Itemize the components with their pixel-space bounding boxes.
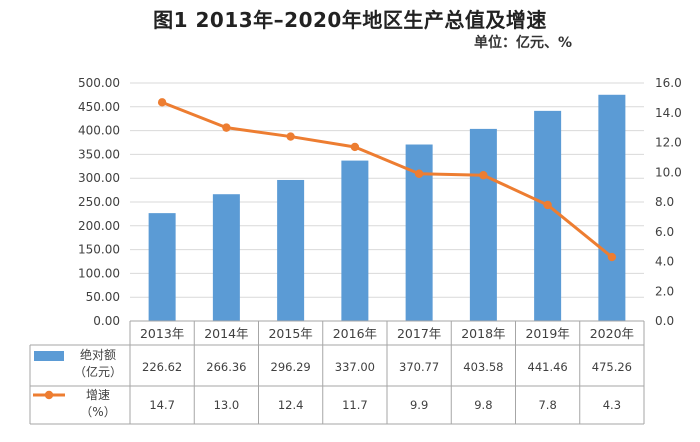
growth-point bbox=[350, 142, 360, 152]
growth-point bbox=[543, 200, 552, 210]
bar-value-cell: 296.29 bbox=[271, 360, 311, 374]
bar-value-cell: 226.62 bbox=[142, 360, 182, 374]
bar bbox=[469, 128, 497, 321]
growth-value-cell: 9.9 bbox=[410, 398, 428, 412]
bar-value-cell: 337.00 bbox=[335, 360, 375, 374]
bar-value-cell: 475.26 bbox=[592, 360, 632, 374]
growth-value-cell: 14.7 bbox=[149, 398, 175, 412]
growth-point bbox=[479, 171, 488, 180]
y-left-tick-label: 200.00 bbox=[78, 219, 120, 233]
y-right-tick-label: 6.0 bbox=[655, 225, 674, 239]
x-tick-label: 2013年 bbox=[140, 326, 184, 341]
bar bbox=[341, 160, 369, 321]
growth-point bbox=[286, 132, 295, 141]
y-left-tick-label: 350.00 bbox=[78, 147, 120, 161]
bar-value-cell: 266.36 bbox=[206, 360, 246, 374]
x-tick-label: 2018年 bbox=[461, 326, 505, 341]
y-left-tick-label: 400.00 bbox=[78, 124, 120, 138]
y-right-tick-label: 16.0 bbox=[655, 76, 682, 90]
unit-label: 单位：亿元、% bbox=[473, 35, 572, 51]
growth-point bbox=[222, 123, 231, 132]
bar-value-cell: 403.58 bbox=[463, 360, 503, 374]
legend-key-bar bbox=[34, 351, 64, 361]
growth-value-cell: 11.7 bbox=[342, 398, 368, 412]
growth-value-cell: 7.8 bbox=[538, 398, 556, 412]
bar bbox=[212, 194, 240, 321]
y-right-tick-label: 8.0 bbox=[655, 195, 674, 209]
x-tick-label: 2017年 bbox=[397, 326, 441, 341]
bar-value-cell: 370.77 bbox=[399, 360, 439, 374]
chart-title: 图1 2013年–2020年地区生产总值及增速 bbox=[153, 8, 547, 32]
y-right-tick-label: 2.0 bbox=[655, 284, 674, 298]
bar bbox=[534, 110, 562, 321]
growth-point bbox=[414, 169, 424, 178]
series-name-label: （亿元） bbox=[74, 364, 122, 379]
bar-value-cell: 441.46 bbox=[528, 360, 568, 374]
growth-value-cell: 13.0 bbox=[214, 398, 240, 412]
y-left-tick-label: 450.00 bbox=[78, 100, 120, 114]
y-left-tick-label: 250.00 bbox=[78, 195, 120, 209]
y-left-tick-label: 100.00 bbox=[78, 266, 120, 280]
y-left-tick-label: 0.00 bbox=[93, 314, 120, 328]
y-left-tick-label: 300.00 bbox=[78, 171, 120, 185]
y-left-tick-label: 150.00 bbox=[78, 243, 120, 257]
x-tick-label: 2020年 bbox=[590, 326, 634, 341]
y-right-tick-label: 4.0 bbox=[655, 255, 674, 269]
y-right-tick-label: 10.0 bbox=[655, 165, 682, 179]
x-tick-label: 2014年 bbox=[204, 326, 248, 341]
growth-value-cell: 9.8 bbox=[474, 398, 492, 412]
bar bbox=[598, 94, 626, 321]
y-right-tick-label: 14.0 bbox=[655, 106, 682, 120]
y-right-tick-label: 12.0 bbox=[655, 136, 682, 150]
series-name-label: 增速 bbox=[86, 388, 110, 402]
series-name-label: （%） bbox=[80, 405, 115, 419]
growth-point bbox=[607, 252, 617, 262]
x-tick-label: 2016年 bbox=[333, 326, 377, 341]
y-left-tick-label: 50.00 bbox=[86, 290, 120, 304]
growth-point bbox=[157, 98, 167, 107]
series-name-label: 绝对额 bbox=[80, 347, 116, 362]
growth-value-cell: 4.3 bbox=[603, 398, 621, 412]
bar bbox=[277, 179, 305, 321]
y-left-tick-label: 500.00 bbox=[78, 76, 120, 90]
bar bbox=[148, 213, 176, 321]
growth-value-cell: 12.4 bbox=[278, 398, 304, 412]
legend-key-marker bbox=[44, 390, 54, 400]
x-tick-label: 2019年 bbox=[525, 326, 569, 341]
y-right-tick-label: 0.0 bbox=[655, 314, 674, 328]
x-tick-label: 2015年 bbox=[268, 326, 312, 341]
growth-line bbox=[161, 100, 613, 259]
